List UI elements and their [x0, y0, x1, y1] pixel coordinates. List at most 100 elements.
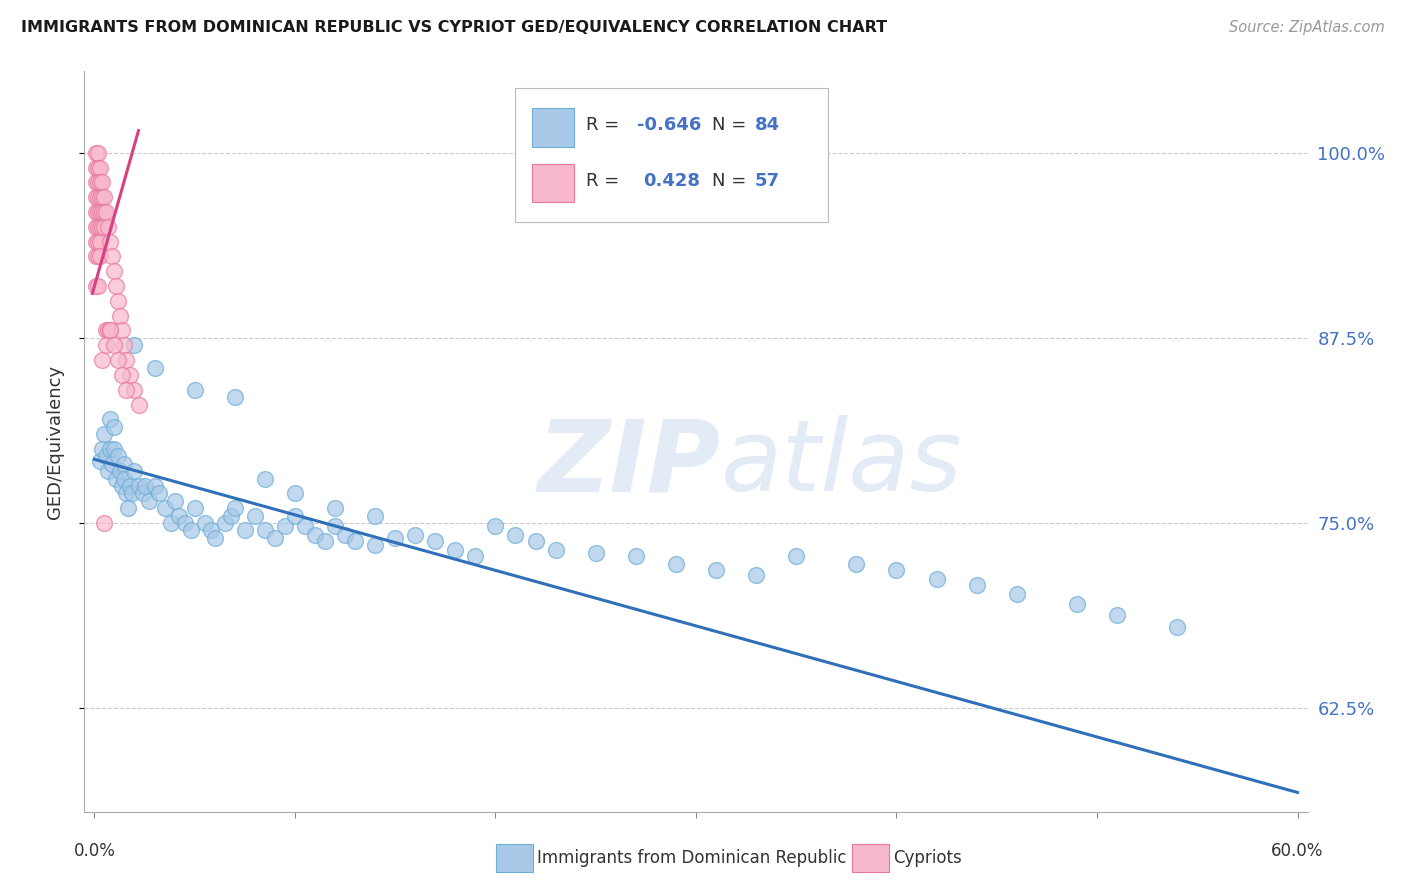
Point	[464, 549, 486, 563]
Point	[91, 219, 114, 234]
Point	[87, 205, 110, 219]
Point	[115, 486, 138, 500]
Point	[114, 471, 136, 485]
Point	[114, 457, 136, 471]
Point	[111, 368, 134, 382]
Point	[87, 190, 110, 204]
Point	[284, 508, 307, 523]
Point	[224, 501, 246, 516]
Point	[253, 471, 276, 485]
Point	[86, 145, 108, 160]
Point	[100, 324, 122, 338]
Text: 60.0%: 60.0%	[1271, 842, 1323, 860]
Point	[263, 531, 285, 545]
FancyBboxPatch shape	[531, 164, 574, 202]
Point	[404, 528, 426, 542]
Point	[333, 528, 356, 542]
Point	[444, 542, 467, 557]
Point	[524, 533, 547, 548]
Point	[214, 516, 236, 530]
Point	[107, 450, 129, 464]
Point	[124, 383, 146, 397]
Point	[115, 353, 138, 368]
Point	[253, 524, 276, 538]
Point	[153, 501, 176, 516]
Point	[91, 190, 114, 204]
Point	[624, 549, 647, 563]
Point	[124, 338, 146, 352]
Point	[384, 531, 406, 545]
Point	[105, 471, 128, 485]
Point	[97, 219, 120, 234]
Point	[128, 479, 150, 493]
Point	[505, 528, 527, 542]
Point	[86, 219, 108, 234]
Point	[87, 145, 110, 160]
Point	[89, 250, 111, 264]
Point	[224, 390, 246, 404]
Point	[1107, 607, 1129, 622]
Point	[204, 531, 226, 545]
Point	[925, 572, 948, 586]
Point	[704, 563, 727, 577]
Point	[110, 309, 132, 323]
Point	[120, 368, 142, 382]
Point	[1166, 620, 1188, 634]
Point	[1066, 598, 1088, 612]
Point	[89, 205, 111, 219]
Point	[93, 219, 115, 234]
Point	[233, 524, 256, 538]
Point	[93, 516, 115, 530]
Point	[97, 324, 120, 338]
Point	[89, 219, 111, 234]
Point	[167, 508, 190, 523]
Point	[103, 442, 125, 456]
Y-axis label: GED/Equivalency: GED/Equivalency	[45, 365, 63, 518]
Point	[115, 383, 138, 397]
Point	[107, 293, 129, 308]
Point	[96, 324, 118, 338]
Point	[87, 235, 110, 249]
Point	[91, 353, 114, 368]
Point	[121, 486, 143, 500]
Point	[86, 190, 108, 204]
Point	[131, 486, 153, 500]
Point	[93, 427, 115, 442]
Point	[100, 324, 122, 338]
Point	[111, 324, 134, 338]
Point	[304, 528, 326, 542]
Point	[100, 235, 122, 249]
Point	[103, 264, 125, 278]
Point	[91, 205, 114, 219]
Point	[183, 501, 205, 516]
Point	[284, 486, 307, 500]
Point	[89, 454, 111, 468]
Point	[425, 533, 447, 548]
Text: 0.0%: 0.0%	[73, 842, 115, 860]
Point	[484, 519, 506, 533]
Point	[107, 353, 129, 368]
Point	[91, 442, 114, 456]
Point	[91, 175, 114, 190]
Point	[120, 479, 142, 493]
Point	[87, 175, 110, 190]
Point	[544, 542, 567, 557]
Point	[86, 205, 108, 219]
Point	[96, 450, 118, 464]
Point	[96, 338, 118, 352]
Point	[110, 464, 132, 478]
Text: 0.428: 0.428	[644, 172, 700, 190]
Point	[93, 190, 115, 204]
Point	[86, 235, 108, 249]
Point	[243, 508, 266, 523]
Point	[96, 205, 118, 219]
Point	[117, 501, 139, 516]
Point	[128, 398, 150, 412]
Point	[89, 190, 111, 204]
Point	[87, 250, 110, 264]
Point	[86, 279, 108, 293]
Point	[785, 549, 807, 563]
Point	[159, 516, 181, 530]
Point	[89, 161, 111, 175]
Point	[111, 479, 134, 493]
